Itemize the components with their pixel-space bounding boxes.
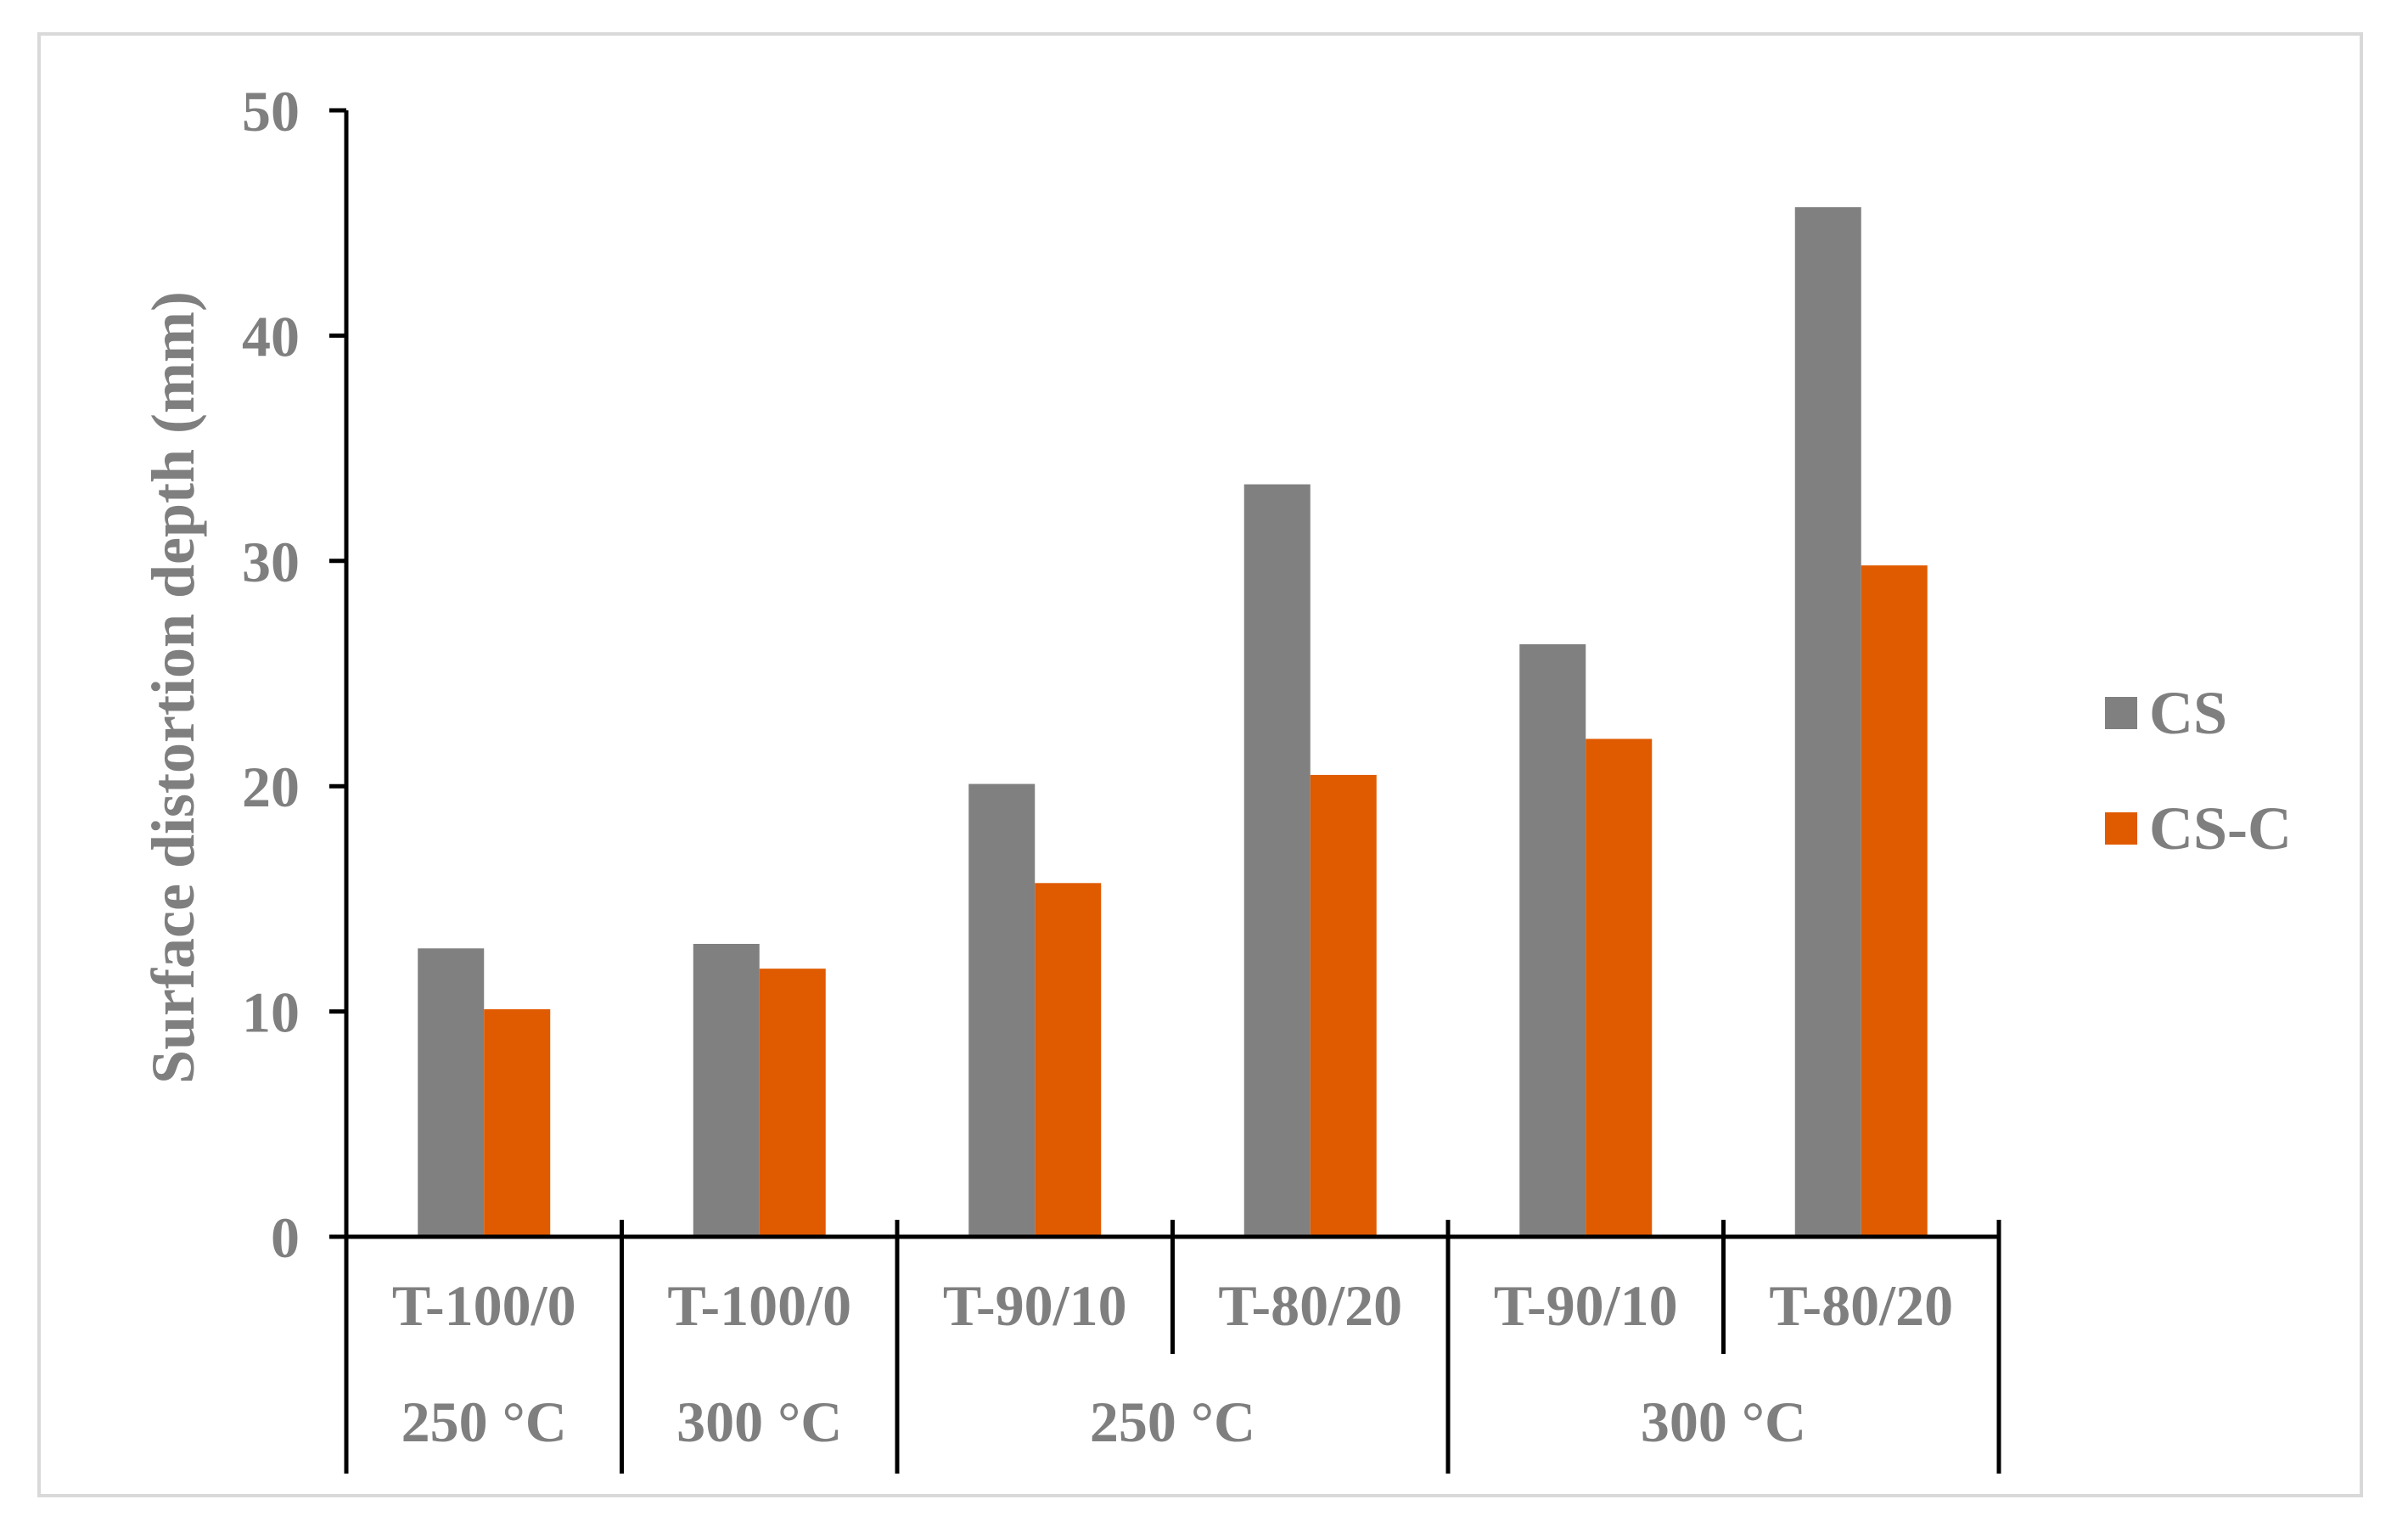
bar-cs-c-6 — [1861, 565, 1928, 1237]
bar-cs-c-5 — [1586, 738, 1653, 1237]
y-tick-label: 30 — [242, 530, 300, 594]
y-axis-label: Surface distortion depth (mm) — [139, 291, 207, 1084]
y-tick-label: 0 — [271, 1205, 300, 1270]
y-tick-label: 40 — [242, 304, 300, 368]
bar-cs-c-1 — [484, 1008, 551, 1237]
x-axis: T-100/0 T-100/0 T-90/10 T-80/20 T-90/10 T-80/… — [344, 1220, 2001, 1474]
bar-cs-6 — [1794, 207, 1861, 1238]
y-tick-label: 50 — [242, 79, 300, 143]
legend: CS CS-C — [2105, 679, 2292, 862]
bar-cs-c-2 — [759, 969, 826, 1237]
x-category-label: T-80/20 — [1769, 1273, 1953, 1338]
bars — [418, 207, 1928, 1238]
bar-cs-3 — [968, 783, 1036, 1237]
x-group-label: 300 °C — [676, 1390, 842, 1454]
x-category-label: T-100/0 — [667, 1273, 851, 1338]
chart-frame — [37, 32, 2363, 1497]
legend-label-cs-c: CS-C — [2149, 795, 2292, 862]
x-group-label: 250 °C — [1090, 1390, 1255, 1454]
bar-cs-4 — [1243, 484, 1311, 1237]
y-tick-label: 20 — [242, 755, 300, 819]
bar-cs-c-3 — [1035, 883, 1102, 1237]
legend-label-cs: CS — [2149, 679, 2227, 747]
x-category-label: T-80/20 — [1218, 1273, 1402, 1338]
legend-swatch-cs-c — [2105, 812, 2137, 845]
x-category-label: T-90/10 — [943, 1273, 1127, 1338]
y-tick-label: 10 — [242, 980, 300, 1045]
bar-cs-2 — [693, 943, 760, 1237]
bar-cs-5 — [1519, 643, 1586, 1237]
legend-swatch-cs — [2105, 697, 2137, 729]
x-group-label: 300 °C — [1641, 1390, 1806, 1454]
x-group-label: 250 °C — [401, 1390, 567, 1454]
bar-cs-c-4 — [1310, 774, 1377, 1237]
bar-cs-1 — [418, 948, 485, 1237]
x-category-label: T-90/10 — [1494, 1273, 1678, 1338]
y-axis: 0 10 20 30 40 50 — [242, 79, 349, 1270]
x-category-label: T-100/0 — [392, 1273, 576, 1338]
